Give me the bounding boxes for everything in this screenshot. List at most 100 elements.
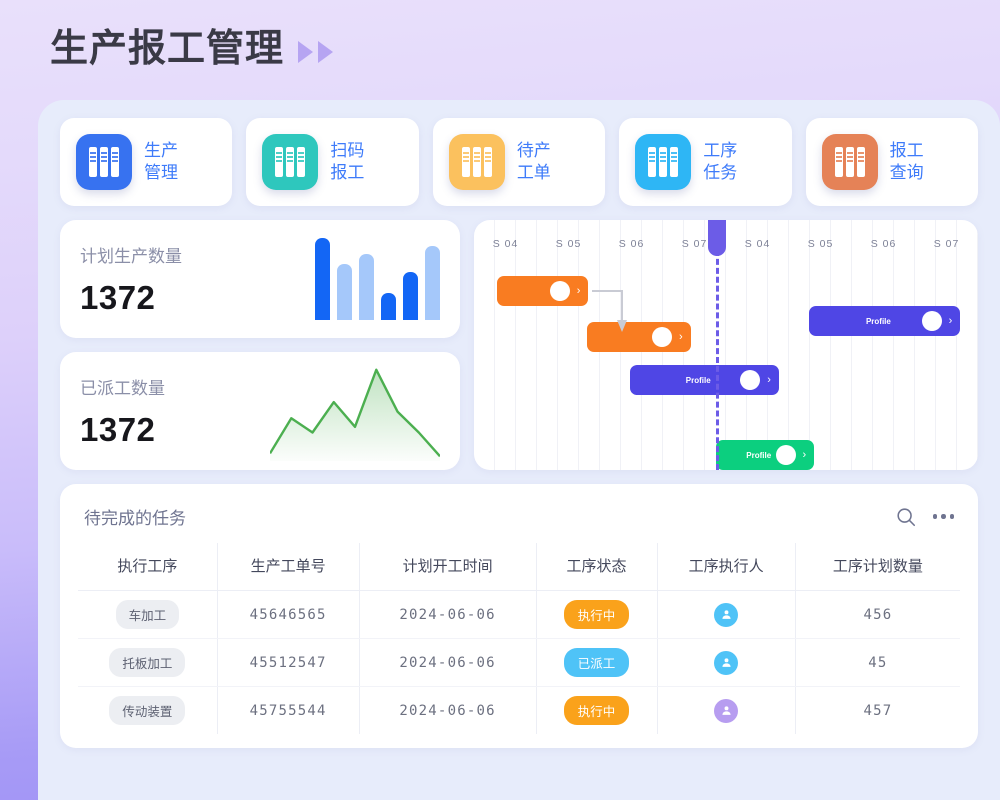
double-play-arrow-icon bbox=[298, 35, 334, 63]
gantt-gridline bbox=[915, 220, 936, 470]
gantt-bar-3[interactable]: Profile › bbox=[630, 365, 779, 395]
gantt-gridline bbox=[873, 220, 894, 470]
gantt-gridline bbox=[684, 220, 705, 470]
nav-card-4[interactable]: 工序 任务 bbox=[619, 118, 792, 206]
cell-process: 托板加工 bbox=[78, 638, 218, 687]
task-panel-title: 待完成的任务 bbox=[84, 509, 186, 528]
gantt-gridline bbox=[705, 220, 726, 470]
dispatched-area-chart bbox=[270, 368, 440, 461]
cell-order-no: 45646565 bbox=[217, 590, 360, 639]
cell-operator bbox=[657, 638, 796, 687]
cell-start-date: 2024-06-06 bbox=[359, 686, 537, 734]
stat-value: 1372 bbox=[80, 278, 156, 316]
gantt-bar-label: Profile bbox=[865, 316, 891, 326]
table-row[interactable]: 车加工 45646565 2024-06-06 执行中 456 bbox=[78, 590, 960, 639]
books-icon bbox=[76, 134, 132, 190]
gantt-bar-4[interactable]: Profile › bbox=[809, 306, 961, 336]
gantt-tick-label: S 04 bbox=[492, 238, 519, 250]
bar-4 bbox=[381, 292, 396, 320]
more-horizontal-icon[interactable] bbox=[932, 514, 954, 519]
table-column-header: 工序执行人 bbox=[657, 543, 796, 591]
search-icon[interactable] bbox=[895, 506, 917, 528]
gantt-bar-handle[interactable] bbox=[775, 445, 796, 465]
cell-order-no: 45755544 bbox=[217, 686, 360, 734]
gantt-bar-5[interactable]: Profile › bbox=[715, 440, 815, 470]
nav-card-label: 工序 任务 bbox=[703, 141, 738, 182]
gantt-bar-handle[interactable] bbox=[921, 311, 942, 331]
gantt-bar-1[interactable]: › bbox=[496, 276, 589, 306]
user-avatar-icon[interactable] bbox=[714, 650, 739, 675]
stat-cards: 计划生产数量 1372 已派工数量 1372 bbox=[60, 220, 460, 470]
gantt-gridline bbox=[852, 220, 873, 470]
gantt-bar-label: Profile bbox=[746, 450, 772, 460]
page-title: 生产报工管理 bbox=[50, 28, 285, 70]
gantt-tick-label: S 05 bbox=[807, 238, 834, 250]
gantt-gridline bbox=[474, 220, 495, 470]
cell-qty: 457 bbox=[863, 702, 893, 719]
gantt-tick-label: S 07 bbox=[933, 238, 960, 250]
gantt-bar-handle[interactable] bbox=[740, 370, 761, 390]
bar-1 bbox=[315, 238, 330, 320]
table-row[interactable]: 传动装置 45755544 2024-06-06 执行中 457 bbox=[78, 686, 960, 734]
gantt-gridline bbox=[957, 220, 978, 470]
page-header: 生产报工管理 bbox=[50, 28, 334, 70]
table-column-header: 工序状态 bbox=[536, 543, 658, 591]
gantt-tick-label: S 06 bbox=[870, 238, 897, 250]
table-column-header: 计划开工时间 bbox=[359, 543, 537, 591]
nav-card-label: 生产 管理 bbox=[144, 141, 178, 182]
app-container: 生产 管理 扫码 报工 待产 工单 工序 任务 报工 查询 计划生产数量 1372 已派… bbox=[38, 100, 1000, 800]
books-icon bbox=[262, 134, 319, 190]
table-column-header: 生产工单号 bbox=[217, 543, 360, 591]
stat-card-dispatched[interactable]: 已派工数量 1372 bbox=[60, 352, 460, 470]
books-icon bbox=[821, 134, 878, 190]
bar-5 bbox=[403, 272, 418, 320]
nav-card-1[interactable]: 生产 管理 bbox=[60, 118, 233, 206]
planned-bar-chart bbox=[315, 238, 440, 320]
user-avatar-icon[interactable] bbox=[714, 602, 739, 627]
gantt-today-pin-icon[interactable] bbox=[707, 220, 726, 256]
table-column-header: 工序计划数量 bbox=[795, 543, 960, 591]
bar-2 bbox=[337, 264, 352, 320]
gantt-gridline bbox=[516, 220, 537, 470]
cell-operator bbox=[657, 686, 796, 734]
status-badge: 已派工 bbox=[563, 648, 630, 677]
table-body: 车加工 45646565 2024-06-06 执行中 456 托板加工 45512547 2… bbox=[78, 590, 960, 734]
gantt-panel[interactable]: S 04 S 05 S 06 S 07 S 04 S 05 S 06 S 07 › › Profi… bbox=[474, 220, 978, 470]
gantt-bar-2[interactable]: › bbox=[587, 322, 691, 352]
task-panel-actions bbox=[895, 506, 954, 528]
table-column-header: 执行工序 bbox=[78, 543, 218, 591]
nav-card-label: 扫码 报工 bbox=[330, 141, 365, 182]
cell-status: 执行中 bbox=[536, 686, 658, 734]
cell-process: 传动装置 bbox=[78, 686, 218, 734]
status-badge: 执行中 bbox=[563, 696, 630, 725]
quick-nav-row: 生产 管理 扫码 报工 待产 工单 工序 任务 报工 查询 bbox=[60, 118, 979, 206]
stat-label: 计划生产数量 bbox=[80, 246, 182, 266]
table-row[interactable]: 托板加工 45512547 2024-06-06 已派工 45 bbox=[78, 638, 960, 687]
chevron-right-icon[interactable]: › bbox=[802, 449, 807, 461]
stat-card-planned[interactable]: 计划生产数量 1372 bbox=[60, 220, 460, 338]
overview-row: 计划生产数量 1372 已派工数量 1372 S 04 S 05 S 06 S 07 S… bbox=[60, 220, 978, 470]
gantt-gridline bbox=[894, 220, 915, 470]
nav-card-2[interactable]: 扫码 报工 bbox=[246, 118, 419, 206]
gantt-tick-label: S 04 bbox=[744, 238, 771, 250]
user-avatar-icon[interactable] bbox=[714, 698, 739, 723]
gantt-tick-label: S 07 bbox=[681, 238, 708, 250]
gantt-gridline bbox=[747, 220, 768, 470]
gantt-tick-label: S 06 bbox=[618, 238, 645, 250]
gantt-bar-handle[interactable] bbox=[652, 327, 673, 347]
stat-label: 已派工数量 bbox=[80, 378, 165, 398]
chevron-right-icon[interactable]: › bbox=[767, 374, 771, 386]
gantt-timeline-header: S 04 S 05 S 06 S 07 S 04 S 05 S 06 S 07 bbox=[474, 238, 978, 250]
cell-qty: 456 bbox=[795, 590, 960, 639]
gantt-gridlines bbox=[474, 220, 978, 470]
task-panel: 待完成的任务 执行工序 生产工单号 计划开工时间 工序状态 工序执行人 工序计划数量 车加… bbox=[60, 484, 978, 748]
chevron-right-icon[interactable]: › bbox=[576, 285, 581, 297]
gantt-bar-handle[interactable] bbox=[549, 281, 570, 301]
process-chip: 传动装置 bbox=[109, 696, 186, 725]
nav-card-3[interactable]: 待产 工单 bbox=[432, 118, 606, 206]
chevron-right-icon[interactable]: › bbox=[948, 315, 953, 327]
cell-operator bbox=[657, 590, 796, 639]
nav-card-5[interactable]: 报工 查询 bbox=[805, 118, 979, 206]
chevron-right-icon[interactable]: › bbox=[679, 331, 683, 343]
gantt-gridline bbox=[495, 220, 516, 470]
